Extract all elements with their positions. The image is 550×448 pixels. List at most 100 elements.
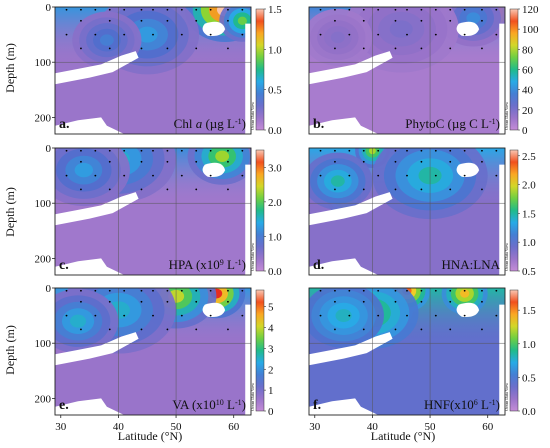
no-data-region [245,304,251,415]
plot-frame [54,6,252,135]
plot-frame [54,147,252,276]
y-tick-label: 100 [35,57,52,69]
no-data-region [245,164,251,275]
colorbar-tick-label: 80 [522,44,534,56]
panel-title: HNF(x106 L-1) [424,397,500,412]
colorbar-scale [509,149,519,272]
colorbar-tick-label: 1.5 [522,305,536,317]
colorbar-tick-label: 1.0 [268,231,282,243]
x-tick-label: 30 [55,421,67,433]
panel-label: c. [59,258,69,273]
no-data-region [309,332,393,366]
y-tick-label: 200 [35,253,52,265]
panel-label: a. [59,117,70,132]
no-data-region [456,21,480,36]
colorbar-scale [255,289,265,412]
panel-4: d. HNA:LNA 0.5 1.0 1.5 2.0 2.5 Ocean Data View [308,147,536,278]
y-tick-label: 0 [46,143,52,155]
colorbar-tick-label: 40 [522,85,534,97]
colorbar-tick-label: 2.0 [268,197,282,209]
panel-label: b. [313,117,324,132]
panel-6: 30 40 50 60 f. HNF(x106 L-1) 0.0 0.5 1.0 1.5 Ocean… [308,287,536,433]
y-tick-label: 100 [35,198,52,210]
no-data-region [202,162,226,177]
colorbar-tick-label: 0 [522,125,528,137]
no-data-region [309,117,379,134]
y-tick-label: 200 [35,112,52,124]
no-data-region [499,23,505,134]
plot-frame [308,6,506,135]
plot-frame [308,287,506,416]
colorbar-tick-label: 1.0 [522,339,536,351]
plot-area [309,7,505,134]
x-tick-label: 30 [309,421,321,433]
colorbar-tick-label: 100 [522,24,539,36]
x-axis-label-right: Latitude (°N) [371,429,435,443]
panel-2: b. PhytoC (µg C L-1) 0 20 40 60 80 100 120 Ocean … [308,4,539,137]
no-data-region [202,302,226,317]
colorbar-tick-label: 0.0 [522,406,536,418]
colorbar-tick-label: 3.0 [268,162,282,174]
colorbar-tick-label: 2.5 [522,151,536,163]
colorbar-tick-label: 60 [522,65,534,77]
x-tick-label: 60 [228,421,240,433]
colorbar-tick-label: 0 [268,406,274,418]
panel-title: HPA (x109 L-1) [169,257,246,272]
colorbar-tick-label: 1.0 [268,44,282,56]
y-tick-label: 100 [35,338,52,350]
sample-points [319,8,498,50]
plot-area [309,148,505,275]
watermark: Ocean Data View [504,383,509,411]
panel-label: e. [59,398,69,413]
watermark: Ocean Data View [504,102,509,130]
no-data-region [309,51,393,85]
hotspot [55,148,130,207]
colorbar-tick-label: 2.0 [522,180,536,192]
panel-1: 0 100 200 a. Chl a (µg L-1) 0.0 0.5 1.0 1.5 Ocean… [35,2,283,137]
y-tick-label: 0 [46,283,52,295]
colorbar: 0.0 1.0 2.0 3.0 [255,149,282,278]
colorbar-tick-label: 3 [268,343,274,355]
sample-points [319,149,498,191]
colorbar-tick-label: 1.5 [268,4,282,16]
x-tick-label: 40 [113,421,125,433]
hotspot [309,152,373,210]
hotspot [55,288,119,354]
x-axis-label-left: Latitude (°N) [118,429,182,443]
no-data-region [55,117,125,134]
sample-points [65,8,244,50]
colorbar-tick-label: 2 [268,364,274,376]
no-data-region [456,162,480,177]
colorbar-tick-label: 4 [268,323,274,335]
colorbar-tick-label: 0.5 [522,372,536,384]
watermark: Ocean Data View [250,243,255,271]
sample-points [65,149,244,191]
watermark: Ocean Data View [504,243,509,271]
colorbar-tick-label: 5 [268,302,274,314]
colorbar: 0.5 1.0 1.5 2.0 2.5 [509,149,536,278]
panel-title: PhytoC (µg C L-1) [405,116,500,131]
colorbar-scale [255,149,265,272]
colorbar: 0 20 40 60 80 100 120 [509,4,539,137]
hotspot [219,7,251,42]
no-data-region [55,258,125,275]
no-data-region [309,192,393,226]
panel-title: HNA:LNA [442,257,501,272]
colorbar-scale [255,8,265,131]
panel-3: 0 100 200 c. HPA (x109 L-1) 0.0 1.0 2.0 3.0 Ocean… [35,143,283,278]
colorbar-tick-label: 0.0 [268,125,282,137]
sample-points [65,289,244,331]
y-tick-label: 200 [35,393,52,405]
colorbar-tick-label: 20 [522,105,534,117]
plot-area [55,148,251,275]
no-data-region [55,398,125,415]
panel-label: f. [313,398,321,413]
no-data-region [55,192,139,226]
colorbar-tick-label: 0.5 [268,85,282,97]
no-data-region [55,332,139,366]
hotspot [309,8,373,66]
colorbar-scale [509,8,519,131]
colorbar-tick-label: 0.0 [268,266,282,278]
watermark: Ocean Data View [250,383,255,411]
